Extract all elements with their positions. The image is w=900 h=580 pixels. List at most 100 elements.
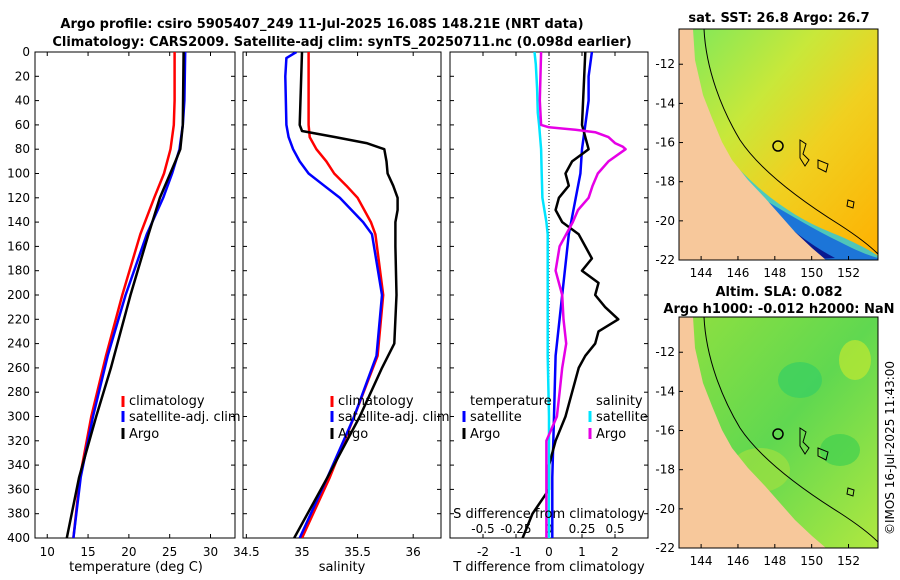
legend-s-argo-label: Argo (596, 427, 626, 442)
map-y-tick-label: -18 (655, 463, 675, 477)
salinity-panel (242, 51, 442, 539)
x-tick-label: 20 (121, 545, 136, 559)
panel-3-series (521, 52, 627, 538)
map-y-tick-label: -16 (655, 424, 675, 438)
map-x-tick-label: 150 (800, 554, 823, 568)
legend-climatology-label: climatology (338, 394, 414, 409)
map-y-tick-label: -12 (655, 57, 675, 71)
legend-satellite-label: satellite-adj. clim (129, 410, 241, 425)
imos-timestamp: ©IMOS 16-Jul-2025 11:43:00 (883, 361, 897, 535)
x-tick-label: 15 (80, 545, 95, 559)
y-tick-label: 140 (7, 215, 30, 229)
x-tick-label: 1 (578, 545, 586, 559)
y-tick-label: 380 (7, 507, 30, 521)
map-y-tick-label: -14 (655, 384, 675, 398)
sst-map-title: sat. SST: 26.8 Argo: 26.7 (688, 11, 869, 26)
salinity-xlabel: salinity (319, 560, 366, 575)
y-tick-label: 340 (7, 458, 30, 472)
map-x-tick-label: 146 (727, 266, 750, 280)
map-y-tick-label: -22 (655, 253, 675, 267)
map-x-tick-label: 146 (727, 554, 750, 568)
y-tick-label: 240 (7, 337, 30, 351)
temperature-panel (34, 51, 236, 539)
y-tick-label: 320 (7, 434, 30, 448)
legend-t-satellite-label: satellite (470, 410, 522, 425)
x-tick-label: 34.5 (233, 545, 260, 559)
legend-salinity-heading: salinity (596, 394, 643, 409)
legend-argo-label: Argo (129, 427, 159, 442)
map-ticks-layer: 144 146 148 150 152 -12 -14 -16 -18 -20 -22 144 146 1… (655, 57, 860, 568)
y-tick-label: 20 (15, 69, 30, 83)
series-t-satellite (551, 52, 594, 538)
sla-map-title-line2: Argo h1000: -0.012 h2000: NaN (663, 302, 894, 317)
series-layer (65, 52, 627, 538)
legend-climatology-label: climatology (129, 394, 205, 409)
sla-blob (820, 434, 860, 466)
y-tick-label: 300 (7, 410, 30, 424)
y-tick-label: 200 (7, 288, 30, 302)
x-tick-label: 35 (294, 545, 309, 559)
legend-s-satellite-label: satellite (596, 410, 648, 425)
sla-land (679, 317, 826, 548)
sst-map (679, 29, 878, 260)
salinity-legend: climatology satellite-adj. clim Argo (330, 394, 450, 442)
y-tick-label: 260 (7, 361, 30, 375)
y-tick-label: 400 (7, 531, 30, 545)
x-tick-label: -1 (510, 545, 522, 559)
series-satellite-adj-clim (284, 52, 384, 538)
y-tick-label: 360 (7, 482, 30, 496)
t-difference-xlabel: T difference from climatology (452, 560, 645, 575)
axes-layer: 0204060801001201401601802002202402602803… (7, 45, 648, 559)
sla-map-title-line1: Altim. SLA: 0.082 (716, 285, 843, 300)
map-y-tick-label: -18 (655, 175, 675, 189)
s-tick-label: -0.5 (471, 522, 494, 536)
x-tick-label: 35.5 (344, 545, 371, 559)
x-tick-label: 36 (406, 545, 421, 559)
series-argo (293, 52, 399, 538)
sla-isobath (703, 317, 878, 543)
y-tick-label: 280 (7, 385, 30, 399)
x-tick-label: 30 (203, 545, 218, 559)
legend-argo-label: Argo (338, 427, 368, 442)
figure-title-line2: Climatology: CARS2009. Satellite-adj cli… (52, 35, 631, 50)
sla-map (679, 317, 878, 548)
s-tick-label: 0.25 (569, 522, 596, 536)
y-tick-label: 0 (22, 45, 30, 59)
sst-argo-marker (772, 140, 784, 152)
sst-map-frame (678, 28, 879, 261)
sla-reefs (799, 427, 855, 497)
temperature-xlabel: temperature (deg C) (69, 560, 203, 575)
sla-argo-marker (772, 428, 784, 440)
panel-2-series (284, 52, 399, 538)
sst-isobath (703, 29, 878, 255)
sla-blob (778, 362, 822, 398)
s-tick-label: 0.5 (605, 522, 624, 536)
map-y-tick-label: -22 (655, 541, 675, 555)
y-tick-label: 80 (15, 142, 30, 156)
map-y-tick-label: -20 (655, 214, 675, 228)
sst-reefs (799, 139, 855, 209)
y-tick-label: 180 (7, 264, 30, 278)
series-s-satellite (533, 52, 551, 538)
map-x-tick-label: 144 (690, 554, 713, 568)
map-x-tick-label: 148 (763, 266, 786, 280)
map-x-tick-label: 144 (690, 266, 713, 280)
x-tick-label: 25 (162, 545, 177, 559)
difference-legend: temperature satellite Argo salinity sate… (462, 394, 648, 442)
temperature-legend: climatology satellite-adj. clim Argo (121, 394, 241, 442)
legend-satellite-label: satellite-adj. clim (338, 410, 450, 425)
s-difference-xlabel: S difference from climatology (453, 507, 645, 522)
sst-land (679, 29, 826, 260)
map-x-tick-label: 152 (837, 266, 860, 280)
map-x-tick-label: 152 (837, 554, 860, 568)
x-tick-label: 0 (545, 545, 553, 559)
map-x-tick-label: 148 (763, 554, 786, 568)
series-t-argo (521, 52, 620, 538)
series-climatology (300, 52, 385, 538)
y-tick-label: 40 (15, 94, 30, 108)
map-y-tick-label: -12 (655, 345, 675, 359)
panel-1-series (65, 52, 187, 538)
series-argo (65, 52, 185, 538)
x-tick-label: -2 (477, 545, 489, 559)
